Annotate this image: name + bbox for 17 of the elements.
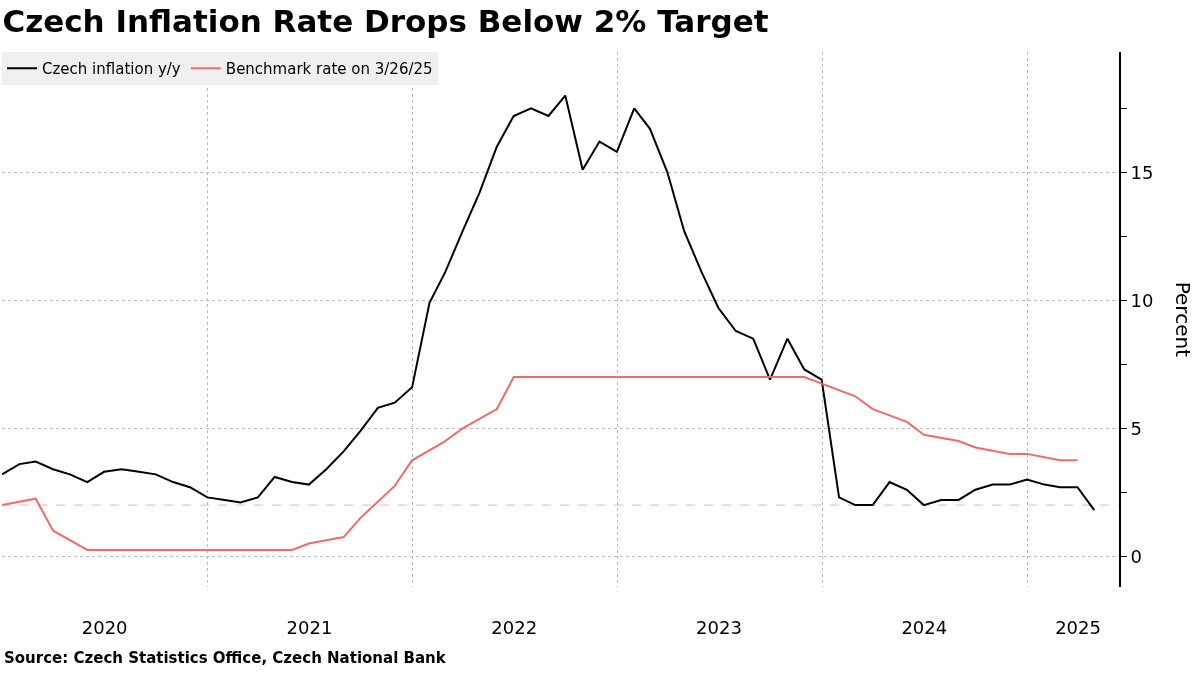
x-tick-label: 2023 bbox=[696, 617, 742, 638]
chart-title: Czech Inflation Rate Drops Below 2% Target bbox=[2, 2, 769, 39]
legend-label: Benchmark rate on 3/26/25 bbox=[225, 60, 433, 79]
x-tick-label: 2024 bbox=[901, 617, 948, 638]
legend-label: Czech inflation y/y bbox=[42, 60, 181, 79]
x-tick-label: 2021 bbox=[286, 617, 333, 638]
y-tick-label: 0 bbox=[1130, 545, 1143, 567]
line-series bbox=[2, 376, 1079, 551]
line-series bbox=[2, 94, 1096, 512]
y-axis-title: Percent bbox=[1171, 281, 1196, 358]
x-tick-label: 2025 bbox=[1055, 617, 1101, 638]
y-tick-label: 5 bbox=[1130, 417, 1143, 439]
y-tick-label: 15 bbox=[1130, 161, 1154, 183]
x-tick-label: 2020 bbox=[81, 617, 128, 638]
y-tick-label: 10 bbox=[1130, 289, 1154, 311]
source-note: Source: Czech Statistics Office, Czech National Bank bbox=[4, 649, 447, 667]
x-tick-label: 2022 bbox=[491, 617, 538, 638]
